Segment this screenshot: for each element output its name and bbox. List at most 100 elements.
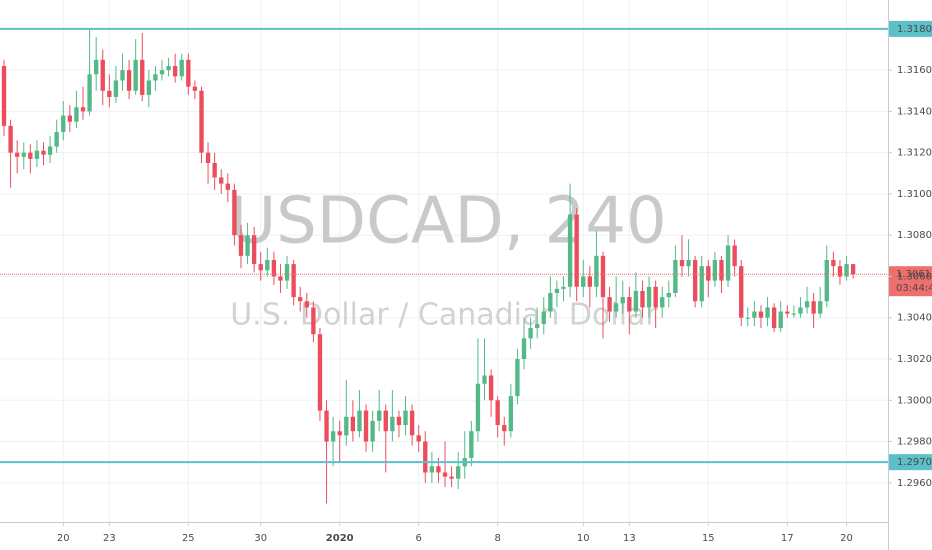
candle-body — [831, 259, 836, 267]
candle-body — [785, 311, 790, 314]
candle-body — [798, 307, 803, 314]
candle-body — [811, 301, 816, 314]
candle-body — [278, 276, 283, 281]
candles — [1, 28, 856, 504]
candle-body — [732, 245, 737, 267]
candle-body — [581, 276, 586, 287]
candle-body — [34, 150, 40, 159]
candle-body — [238, 235, 244, 256]
candle-body — [607, 297, 612, 312]
candle-body — [482, 375, 487, 384]
candle-body — [528, 328, 533, 339]
candle-body — [271, 259, 277, 277]
candle-body — [699, 266, 704, 302]
countdown-label: 03:44:47 — [896, 283, 932, 294]
x-tick-label: 2020 — [326, 533, 354, 544]
candle-body — [548, 292, 553, 312]
candle-body — [508, 396, 514, 432]
candle-body — [416, 435, 421, 442]
candle-body — [54, 132, 59, 147]
y-tick-label: 1.31000 — [897, 189, 932, 200]
y-tick-label: 1.29800 — [897, 437, 932, 448]
x-tick-label: 10 — [577, 533, 590, 544]
x-tick-label: 23 — [103, 533, 116, 544]
last-price-label: 1.30611 — [896, 269, 932, 280]
candle-body — [15, 152, 20, 157]
candle-body — [192, 86, 198, 91]
candle-body — [324, 410, 329, 442]
candle-body — [67, 115, 73, 122]
candle-body — [475, 383, 481, 432]
y-tick-label: 1.30200 — [897, 354, 932, 365]
x-tick-label: 17 — [781, 533, 794, 544]
candle-body — [469, 431, 474, 459]
y-tick-label: 1.30000 — [897, 395, 932, 406]
candle-body — [258, 264, 263, 271]
x-tick-label: 20 — [57, 533, 70, 544]
candle-body — [804, 301, 810, 308]
candle-body — [561, 286, 566, 289]
candle-body — [212, 162, 217, 178]
level-label: 1.29700 — [897, 457, 932, 468]
y-tick-label: 1.30600 — [897, 271, 932, 282]
candle-body — [429, 466, 435, 473]
candle-body — [21, 152, 26, 157]
candle-body — [521, 338, 527, 360]
x-tick-label: 30 — [254, 533, 267, 544]
candle-body — [1, 66, 7, 126]
candle-body — [679, 259, 685, 267]
candle-body — [179, 59, 184, 77]
candle-body — [186, 59, 191, 87]
candle-body — [311, 307, 316, 335]
last-price-box — [889, 266, 932, 297]
candle-body — [396, 416, 402, 426]
y-tick-label: 1.31200 — [897, 148, 932, 159]
candle-body — [719, 259, 724, 281]
candle-body — [205, 152, 211, 163]
candle-body — [47, 146, 53, 155]
candle-body — [534, 323, 540, 329]
candle-body — [627, 297, 632, 312]
candle-body — [107, 90, 112, 97]
y-tick-label: 1.30800 — [897, 230, 932, 241]
candle-body — [146, 80, 151, 95]
candle-body — [633, 290, 639, 312]
candle-body — [423, 441, 428, 473]
candle-body — [495, 400, 500, 426]
candle-body — [752, 311, 757, 318]
candle-body — [330, 431, 336, 442]
candle-body — [80, 107, 86, 112]
candle-body — [449, 476, 454, 479]
candle-body — [245, 235, 250, 256]
candle-body — [758, 311, 764, 318]
candle-body — [265, 259, 270, 271]
candle-body — [390, 416, 395, 432]
candle-body — [653, 286, 658, 308]
candle-body — [41, 150, 46, 155]
x-tick-label: 20 — [840, 533, 853, 544]
candle-body — [172, 66, 178, 77]
x-tick-label: 25 — [182, 533, 195, 544]
candle-body — [706, 266, 711, 281]
candle-body — [620, 297, 625, 304]
candle-body — [377, 410, 382, 421]
candle-body — [298, 297, 303, 302]
candle-body — [304, 301, 309, 308]
grid — [0, 0, 888, 522]
level-label-box — [889, 454, 932, 471]
candle-body — [541, 311, 546, 324]
candle-body — [765, 307, 770, 318]
candle-body — [93, 59, 99, 75]
candle-body — [837, 266, 843, 277]
candle-body — [771, 307, 777, 329]
candle-body — [600, 255, 606, 298]
watermark-description: U.S. Dollar / Canadian Dollar — [230, 298, 658, 333]
candle-body — [739, 266, 744, 318]
candle-body — [567, 214, 573, 287]
candle-body — [778, 311, 783, 329]
candle-body — [640, 290, 645, 308]
candle-body — [502, 425, 507, 432]
candle-body — [712, 259, 718, 281]
